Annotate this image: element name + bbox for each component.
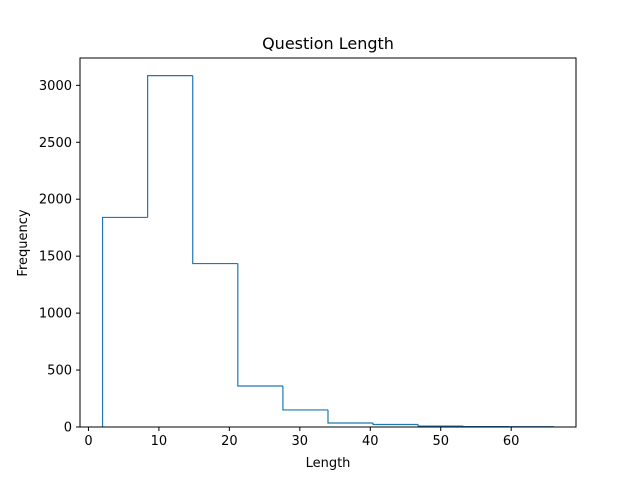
y-tick-label: 1000 bbox=[39, 307, 72, 322]
chart-title: Question Length bbox=[262, 34, 394, 53]
histogram-bin bbox=[417, 424, 464, 427]
x-tick-label: 50 bbox=[432, 434, 449, 449]
x-tick-label: 10 bbox=[151, 434, 168, 449]
y-tick-label: 1500 bbox=[39, 250, 72, 265]
y-tick-label: 3000 bbox=[39, 79, 72, 94]
x-tick-label: 40 bbox=[362, 434, 379, 449]
histogram-bin bbox=[372, 423, 419, 426]
x-tick-label: 0 bbox=[84, 434, 92, 449]
ticks-layer: 0 10 20 30 40 50 60 0 500 1000 1500 2000 2500 3000 bbox=[39, 79, 520, 449]
histogram-bin bbox=[237, 263, 283, 387]
x-tick-label: 30 bbox=[292, 434, 309, 449]
histogram-bin bbox=[101, 216, 148, 427]
x-tick-label: 60 bbox=[503, 434, 520, 449]
y-axis-label: Frequency bbox=[16, 209, 31, 276]
axes-frame bbox=[79, 57, 577, 428]
histogram-bin bbox=[147, 75, 193, 218]
plot-layer bbox=[101, 75, 555, 428]
y-tick-label: 2000 bbox=[39, 193, 72, 208]
histogram-bin bbox=[327, 409, 374, 424]
histogram-bin bbox=[192, 75, 238, 265]
y-tick-label: 0 bbox=[64, 421, 72, 436]
y-tick-label: 500 bbox=[47, 364, 72, 379]
histogram-bin bbox=[282, 386, 328, 411]
y-tick-label: 2500 bbox=[39, 136, 72, 151]
x-tick-label: 20 bbox=[221, 434, 238, 449]
x-axis-label: Length bbox=[306, 456, 351, 471]
